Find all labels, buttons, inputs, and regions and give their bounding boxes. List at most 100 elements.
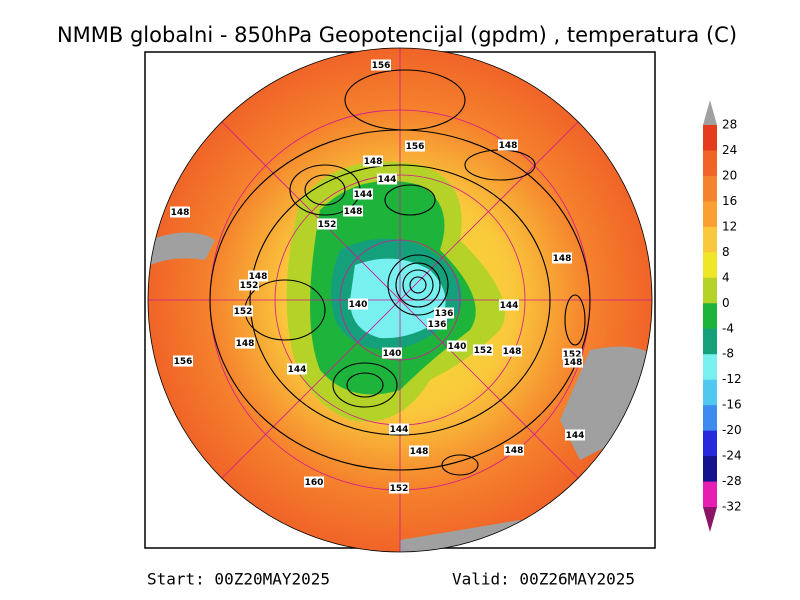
contour-label-box [170, 206, 190, 218]
contour-label: 140 [383, 349, 402, 359]
contour-label-box [389, 423, 409, 435]
contour-label: 136 [435, 309, 454, 319]
colorbar-swatch [703, 252, 717, 279]
start-time: Start: 00Z20MAY2025 [147, 570, 330, 589]
colorbar-label: -20 [722, 423, 742, 437]
contour-label-box [363, 155, 383, 167]
contour-label: 148 [410, 447, 429, 457]
colorbar-swatch [703, 430, 717, 457]
contour-label-box [562, 348, 582, 360]
contour-label: 144 [500, 301, 519, 311]
contour-label: 156 [406, 142, 425, 152]
contour-label: 152 [474, 346, 493, 356]
contour-label: 140 [349, 300, 368, 310]
colorbar-label: 16 [722, 194, 737, 208]
colorbar-label: -8 [722, 347, 734, 361]
colorbar-label: 12 [722, 219, 737, 233]
colorbar-label: -28 [722, 474, 742, 488]
contour-label-box [353, 188, 373, 200]
contour-label-box [447, 340, 467, 352]
contour-label: 160 [305, 478, 324, 488]
colorbar-arrow [703, 100, 717, 125]
contour-label: 152 [390, 484, 409, 494]
contour-label: 148 [505, 446, 524, 456]
contour-label: 148 [249, 272, 268, 282]
contours [209, 69, 591, 476]
contour-label: 148 [553, 254, 572, 264]
contour-label: 148 [171, 208, 190, 218]
colorbar-swatch [703, 456, 717, 483]
colorbar-swatch [703, 175, 717, 202]
contour-label: 144 [354, 190, 373, 200]
contour-label-box [405, 140, 425, 152]
contour-label: 140 [448, 342, 467, 352]
colorbar-label: 28 [722, 118, 737, 132]
contour-label-box [427, 318, 447, 330]
contour-label-box [235, 337, 255, 349]
colorbar-swatch [703, 379, 717, 406]
colorbar-label: -32 [722, 500, 742, 514]
contour-label-box [239, 279, 259, 291]
contour-label-box [304, 476, 324, 488]
contour-label: 144 [390, 425, 409, 435]
contour-label-box [377, 173, 397, 185]
colorbar-swatch [703, 328, 717, 355]
contour-label: 148 [344, 207, 363, 217]
colorbar-label: -16 [722, 398, 742, 412]
contour-label: 148 [499, 141, 518, 151]
contour-label: 156 [372, 61, 391, 71]
contour-label-box [434, 307, 454, 319]
colorbar-label: -12 [722, 372, 742, 386]
colorbar-arrow [703, 507, 717, 533]
contour-label-box [502, 345, 522, 357]
contour-label-box [248, 270, 268, 282]
valid-time: Valid: 00Z26MAY2025 [452, 570, 635, 589]
colorbar-label: 24 [722, 143, 737, 157]
contour-label: 144 [288, 365, 307, 375]
colorbar-swatch [703, 201, 717, 228]
contour-label-box [287, 363, 307, 375]
contour-label-box [409, 445, 429, 457]
contour-label-box [552, 252, 572, 264]
contour-label-box [504, 444, 524, 456]
contour-label: 148 [503, 347, 522, 357]
terrain-mask [150, 232, 215, 265]
contour-label: 152 [234, 307, 253, 317]
colorbar-label: 20 [722, 168, 737, 182]
contour-label: 148 [564, 358, 583, 368]
contour-label: 148 [236, 339, 255, 349]
contour-label-box [343, 205, 363, 217]
contour-label: 144 [378, 175, 397, 185]
colorbar-swatch [703, 150, 717, 177]
colorbar-swatch [703, 303, 717, 330]
contour-label-box [317, 218, 337, 230]
map-edge [147, 47, 653, 553]
graticule [148, 48, 652, 552]
contour-label-box [233, 305, 253, 317]
contour-label: 152 [563, 350, 582, 360]
map-title: NMMB globalni - 850hPa Geopotencijal (gp… [57, 23, 737, 47]
colorbar-swatch [703, 481, 717, 508]
contour-label-box [173, 355, 193, 367]
contour-label-box [498, 139, 518, 151]
contour-label-box [565, 429, 585, 441]
contour-label-box [389, 482, 409, 494]
contour-label-box [382, 347, 402, 359]
contour-label-box [348, 298, 368, 310]
colorbar-label: -24 [722, 449, 742, 463]
contour-label-box [473, 344, 493, 356]
contour-label-box [499, 299, 519, 311]
map-disk [148, 48, 652, 552]
contour-label-box [563, 356, 583, 368]
colorbar-swatch [703, 277, 717, 304]
colorbar-label: -4 [722, 321, 734, 335]
colorbar-swatch [703, 354, 717, 381]
colorbar-swatch [703, 405, 717, 432]
contour-label: 144 [566, 431, 585, 441]
contour-label: 156 [174, 357, 193, 367]
colorbar-label: 4 [722, 270, 730, 284]
colorbar-label: 0 [722, 296, 730, 310]
colorbar-label: 8 [722, 245, 730, 259]
contour-label: 148 [364, 157, 383, 167]
